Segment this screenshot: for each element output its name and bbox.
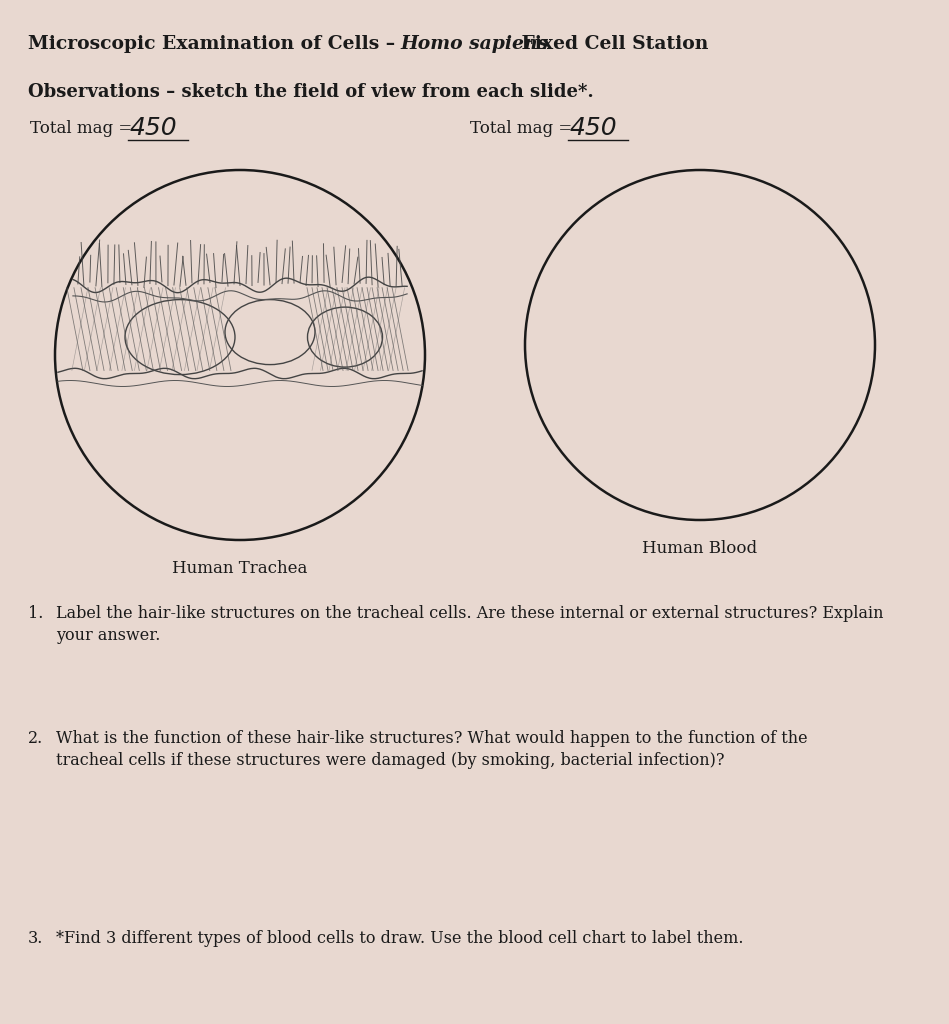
Text: Total mag =: Total mag = [30, 120, 138, 137]
Text: tracheal cells if these structures were damaged (by smoking, bacterial infection: tracheal cells if these structures were … [56, 752, 724, 769]
Text: 3.: 3. [28, 930, 44, 947]
Text: 1.: 1. [28, 605, 44, 622]
Text: Total mag =: Total mag = [470, 120, 578, 137]
Text: Fixed Cell Station: Fixed Cell Station [515, 35, 708, 53]
Text: 450: 450 [130, 116, 177, 140]
Text: your answer.: your answer. [56, 627, 160, 644]
Text: Label the hair-like structures on the tracheal cells. Are these internal or exte: Label the hair-like structures on the tr… [56, 605, 884, 622]
Text: 450: 450 [570, 116, 618, 140]
Text: What is the function of these hair-like structures? What would happen to the fun: What is the function of these hair-like … [56, 730, 808, 746]
Text: Human Trachea: Human Trachea [173, 560, 307, 577]
Text: Human Blood: Human Blood [642, 540, 757, 557]
Text: Microscopic Examination of Cells –: Microscopic Examination of Cells – [28, 35, 401, 53]
Text: Observations – sketch the field of view from each slide*.: Observations – sketch the field of view … [28, 83, 594, 101]
Text: *Find 3 different types of blood cells to draw. Use the blood cell chart to labe: *Find 3 different types of blood cells t… [56, 930, 743, 947]
Text: Homo sapiens: Homo sapiens [400, 35, 548, 53]
Text: 2.: 2. [28, 730, 44, 746]
